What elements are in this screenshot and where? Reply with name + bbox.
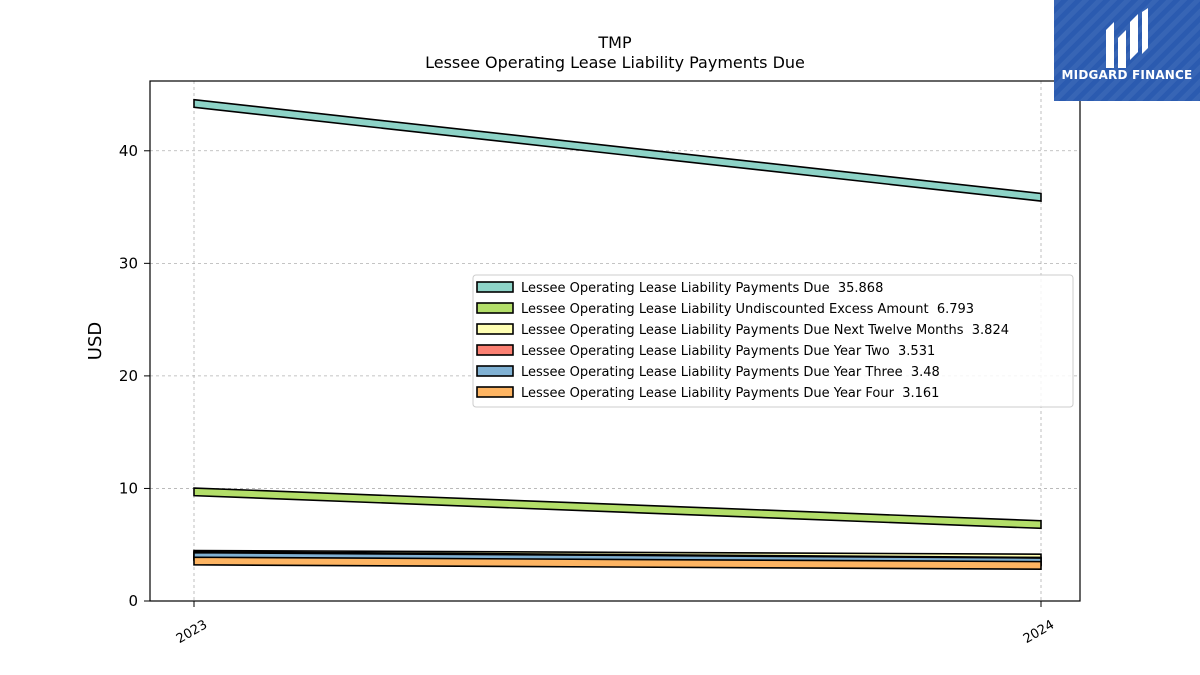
legend-label: Lessee Operating Lease Liability Undisco… — [521, 302, 974, 317]
plot-frame — [149, 80, 1081, 602]
x-tick-label: 2024 — [1021, 617, 1057, 647]
x-tick-label: 2023 — [174, 617, 210, 647]
legend-label: Lessee Operating Lease Liability Payment… — [521, 386, 939, 401]
series-band-1 — [193, 487, 1042, 530]
y-tick-label: 40 — [119, 142, 138, 160]
series-band-0 — [193, 98, 1042, 202]
y-axis-label: USD — [85, 322, 106, 360]
series-band-5 — [193, 556, 1042, 571]
y-tick-label: 30 — [119, 254, 138, 272]
y-tick-label: 0 — [128, 592, 138, 610]
logo: MIDGARD FINANCE — [1054, 0, 1200, 101]
legend-label: Lessee Operating Lease Liability Payment… — [521, 281, 883, 296]
legend-swatch — [476, 281, 514, 293]
legend-label: Lessee Operating Lease Liability Payment… — [521, 344, 935, 359]
legend-swatch — [476, 386, 514, 398]
legend-swatch — [476, 365, 514, 377]
chart-subtitle: Lessee Operating Lease Liability Payment… — [425, 53, 805, 72]
y-tick-label: 20 — [119, 367, 138, 385]
chart-title: TMP — [597, 33, 632, 52]
series-layer — [193, 98, 1042, 571]
legend-box — [472, 274, 1074, 408]
legend-swatch — [476, 302, 514, 314]
legend: Lessee Operating Lease Liability Payment… — [472, 274, 1074, 408]
legend-swatch — [476, 344, 514, 356]
y-tick-label: 10 — [119, 479, 138, 497]
legend-label: Lessee Operating Lease Liability Payment… — [521, 323, 1009, 338]
legend-swatch — [476, 323, 514, 335]
legend-label: Lessee Operating Lease Liability Payment… — [521, 365, 940, 380]
logo-text: MIDGARD FINANCE — [1061, 68, 1193, 82]
logo-mark-icon — [1106, 8, 1148, 68]
